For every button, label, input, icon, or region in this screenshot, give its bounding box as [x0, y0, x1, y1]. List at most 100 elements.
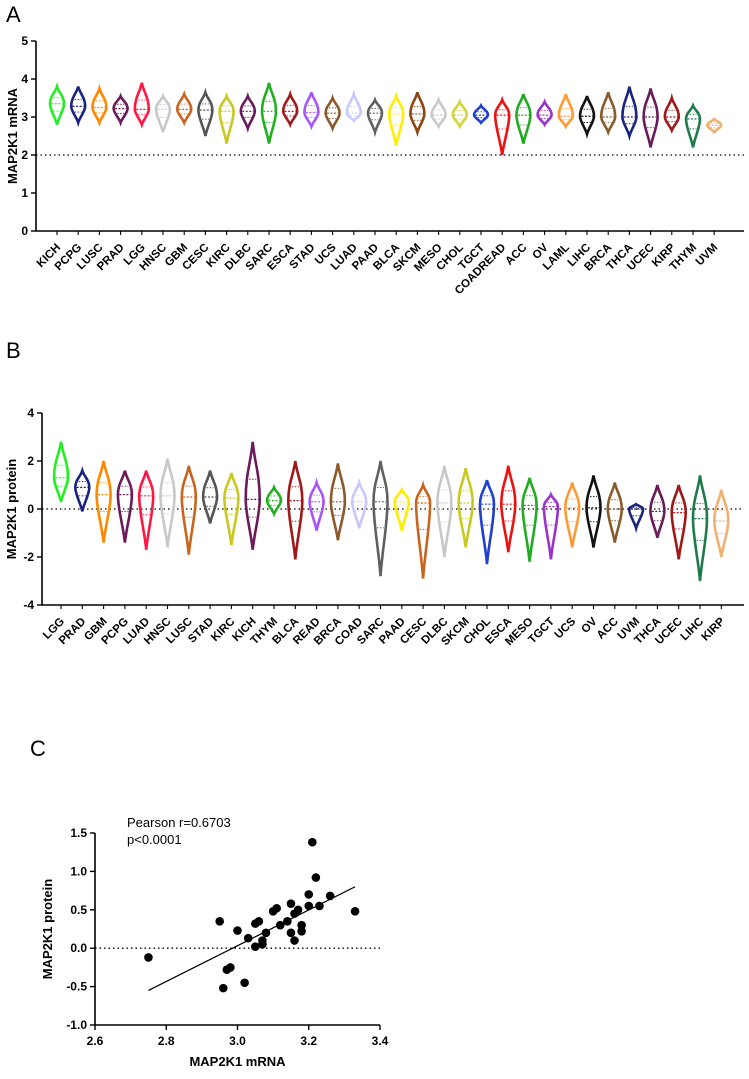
- violin-sarc: [372, 460, 389, 577]
- violin-prad: [73, 466, 91, 512]
- violin-kirp: [663, 92, 681, 134]
- violin-lihc: [578, 95, 596, 139]
- category-label-kirc: KIRC: [209, 616, 237, 644]
- panel-letter-c: C: [30, 736, 46, 761]
- violin-ucs: [563, 482, 581, 548]
- data-point-6: [240, 978, 249, 988]
- violin-blca: [286, 460, 304, 560]
- panel-letter-a: A: [6, 2, 21, 27]
- violin-lgg: [52, 441, 70, 503]
- data-point-24: [297, 920, 306, 930]
- violin-brca: [599, 91, 617, 137]
- y-tick-label: 0: [21, 224, 28, 238]
- y-tick-label: -0.5: [66, 980, 87, 994]
- data-point-20: [290, 936, 299, 945]
- violin-thym: [265, 483, 283, 518]
- data-point-2: [218, 983, 228, 993]
- violin-esca: [281, 89, 299, 129]
- violin-paad: [366, 96, 384, 138]
- data-point-4: [226, 963, 235, 972]
- pearson-annotation: Pearson r=0.6703: [127, 815, 231, 830]
- x-axis-title: MAP2K1 mRNA: [189, 1054, 286, 1069]
- violin-meso: [430, 95, 447, 130]
- violin-kich: [48, 81, 66, 125]
- y-tick-label: -4: [23, 598, 34, 612]
- violin-pcpg: [116, 470, 134, 543]
- violin-stad: [201, 470, 219, 524]
- x-tick-label: 2.8: [158, 1034, 175, 1048]
- category-label-lihc: LIHC: [679, 616, 706, 643]
- violin-stad: [303, 91, 320, 131]
- violin-pcpg: [69, 86, 87, 128]
- violin-hnsc: [154, 92, 172, 133]
- violin-kich: [244, 441, 262, 550]
- y-tick-label: 1.5: [70, 826, 87, 840]
- violin-acc: [515, 93, 532, 144]
- y-tick-label: 0.5: [70, 903, 87, 917]
- category-label-acc: ACC: [595, 616, 621, 642]
- violin-gbm: [175, 90, 193, 127]
- violin-tgct: [542, 491, 560, 560]
- x-tick-label: 2.6: [87, 1034, 104, 1048]
- violin-blca: [387, 91, 405, 146]
- y-tick-label: 0.0: [70, 941, 87, 955]
- data-point-9: [251, 942, 260, 951]
- violin-skcm: [457, 468, 475, 548]
- data-point-27: [308, 837, 317, 847]
- y-tick-label: 0: [27, 502, 34, 516]
- data-point-19: [286, 928, 296, 938]
- y-tick-label: 5: [21, 34, 28, 48]
- violin-dlbc: [436, 465, 453, 558]
- violin-acc: [606, 482, 624, 543]
- violin-read: [308, 477, 325, 531]
- data-point-7: [243, 933, 253, 943]
- y-tick-label: 2: [21, 148, 28, 162]
- violin-coadread: [493, 95, 511, 156]
- violin-sarc: [260, 82, 278, 144]
- data-point-22: [293, 905, 303, 915]
- p-value-annotation: p<0.0001: [127, 832, 182, 847]
- y-tick-label: 4: [21, 72, 28, 86]
- violin-paad: [393, 486, 411, 531]
- y-axis-title: MAP2K1 protein: [40, 879, 55, 979]
- violin-esca: [499, 465, 517, 553]
- violin-luad: [345, 89, 363, 124]
- data-point-23: [297, 927, 306, 936]
- y-tick-label: 4: [27, 406, 34, 420]
- y-tick-label: 2: [27, 454, 34, 468]
- violin-cesc: [197, 87, 214, 137]
- violin-prad: [112, 92, 129, 127]
- y-tick-label: -2: [23, 550, 34, 564]
- x-tick-label: 3.4: [372, 1034, 389, 1048]
- violin-lusc: [180, 465, 198, 555]
- data-point-13: [261, 928, 271, 938]
- violin-dlbc: [239, 91, 257, 134]
- violin-tgct: [472, 102, 490, 126]
- y-axis-title: MAP2K1 protein: [4, 459, 19, 559]
- violin-lgg: [133, 82, 151, 129]
- data-point-16: [275, 920, 285, 930]
- category-label-acc: ACC: [503, 242, 529, 268]
- data-point-12: [258, 936, 267, 945]
- x-tick-label: 3.0: [229, 1034, 246, 1048]
- data-point-1: [215, 917, 224, 926]
- violin-skcm: [409, 91, 426, 138]
- data-point-25: [304, 901, 314, 911]
- data-point-5: [233, 926, 242, 935]
- category-label-kirp: KIRP: [700, 615, 728, 643]
- violin-ucs: [324, 93, 341, 133]
- violin-kirc: [218, 91, 235, 144]
- data-point-26: [304, 890, 314, 899]
- violin-brca: [329, 463, 347, 541]
- x-tick-label: 3.2: [300, 1034, 317, 1048]
- violin-hnsc: [159, 458, 176, 548]
- data-point-29: [315, 901, 324, 911]
- violin-luad: [137, 470, 155, 550]
- data-point-28: [311, 873, 321, 882]
- violin-ucec: [670, 484, 688, 560]
- violin-laml: [557, 93, 575, 130]
- category-label-uvm: UVM: [694, 242, 721, 269]
- violin-chol: [478, 479, 496, 565]
- violin-uvm: [705, 116, 723, 135]
